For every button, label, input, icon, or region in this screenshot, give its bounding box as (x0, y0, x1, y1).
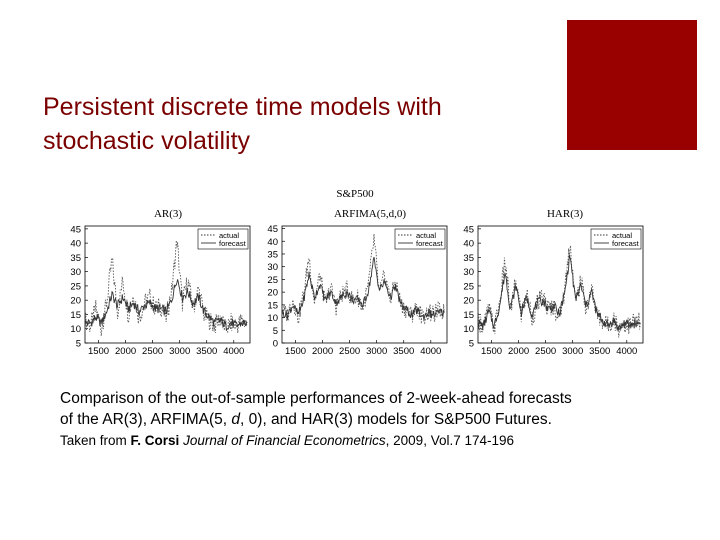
y-tick-label: 35 (70, 253, 81, 264)
series-line-forecast (281, 256, 445, 321)
y-tick-label: 25 (267, 275, 278, 286)
y-tick-label: 5 (273, 326, 278, 337)
legend-box (197, 228, 249, 250)
series-line-actual (84, 240, 248, 337)
legend-label-actual: actual (612, 231, 632, 240)
y-tick-label: 5 (76, 339, 81, 350)
y-tick-label: 15 (70, 310, 81, 321)
x-tick-label: 3000 (366, 346, 387, 357)
legend-label-actual: actual (219, 231, 239, 240)
x-tick-label: 3000 (562, 346, 583, 357)
y-tick-label: 25 (463, 281, 474, 292)
x-tick-label: 1500 (285, 346, 306, 357)
chart-figure: S&P500 AR(3) 5 10 15 20 25 30 35 40 45 1500 2000 250… (0, 180, 720, 360)
y-tick-label: 10 (70, 324, 81, 335)
y-tick-label: 40 (70, 239, 81, 250)
caption-line-1: Comparison of the out-of-sample performa… (60, 390, 572, 407)
panel-frame (281, 225, 448, 344)
x-tick-label: 1500 (481, 346, 502, 357)
y-tick-label: 10 (463, 324, 474, 335)
y-tick-label: 10 (267, 313, 278, 324)
y-tick-label: 15 (463, 310, 474, 321)
x-tick-label: 2000 (312, 346, 333, 357)
panel-frame (477, 225, 644, 344)
slide-title: Persistent discrete time models with sto… (43, 93, 442, 155)
credit-author: F. Corsi (130, 433, 180, 448)
y-tick-label: 35 (267, 249, 278, 260)
y-tick-label: 30 (463, 267, 474, 278)
series-line-actual (281, 233, 445, 325)
credit-prefix: Taken from (60, 433, 131, 448)
source-credit: Taken from F. Corsi Journal of Financial… (60, 433, 680, 448)
x-tick-label: 3500 (589, 346, 610, 357)
legend-box (590, 228, 642, 250)
y-tick-label: 30 (70, 267, 81, 278)
credit-suffix: , 2009, Vol.7 174-196 (385, 433, 515, 448)
figure-caption: Comparison of the out-of-sample performa… (60, 388, 680, 430)
x-tick-label: 4000 (420, 346, 441, 357)
caption-line-2a: of the AR(3), ARFIMA(5, (60, 411, 232, 428)
legend-box (394, 228, 446, 250)
series-line-forecast (84, 279, 248, 331)
credit-journal: Journal of Financial Econometrics (183, 433, 386, 448)
y-tick-label: 45 (267, 224, 278, 235)
legend-label-forecast: forecast (612, 239, 640, 248)
y-tick-label: 25 (70, 281, 81, 292)
y-tick-label: 20 (463, 296, 474, 307)
legend-label-actual: actual (416, 231, 436, 240)
x-tick-label: 2000 (115, 346, 136, 357)
y-tick-label: 15 (267, 300, 278, 311)
x-tick-label: 2000 (508, 346, 529, 357)
series-line-forecast (477, 254, 641, 331)
figure-suptitle: S&P500 (336, 188, 374, 200)
accent-block (567, 20, 697, 150)
y-tick-label: 40 (463, 239, 474, 250)
y-tick-label: 20 (70, 296, 81, 307)
y-tick-label: 20 (267, 288, 278, 299)
panel-title: ARFIMA(5,d,0) (334, 208, 406, 220)
y-tick-label: 35 (463, 253, 474, 264)
y-tick-label: 40 (267, 237, 278, 248)
y-tick-label: 45 (70, 224, 81, 235)
y-tick-label: 0 (273, 339, 278, 350)
caption-d-symbol: d (231, 411, 241, 428)
x-tick-label: 4000 (223, 346, 244, 357)
x-tick-label: 2500 (339, 346, 360, 357)
y-tick-label: 45 (463, 224, 474, 235)
x-tick-label: 1500 (88, 346, 109, 357)
legend-label-forecast: forecast (416, 239, 444, 248)
x-tick-label: 4000 (616, 346, 637, 357)
x-tick-label: 3500 (196, 346, 217, 357)
y-tick-label: 30 (267, 262, 278, 273)
legend-label-forecast: forecast (219, 239, 247, 248)
panel-title: AR(3) (154, 208, 182, 220)
x-tick-label: 3000 (169, 346, 190, 357)
x-tick-label: 2500 (535, 346, 556, 357)
y-tick-label: 5 (469, 339, 474, 350)
x-tick-label: 3500 (393, 346, 414, 357)
panel-frame (84, 225, 251, 344)
caption-line-2b: , 0), and HAR(3) models for S&P500 Futur… (240, 411, 552, 428)
panel-title: HAR(3) (547, 208, 583, 220)
x-tick-label: 2500 (142, 346, 163, 357)
